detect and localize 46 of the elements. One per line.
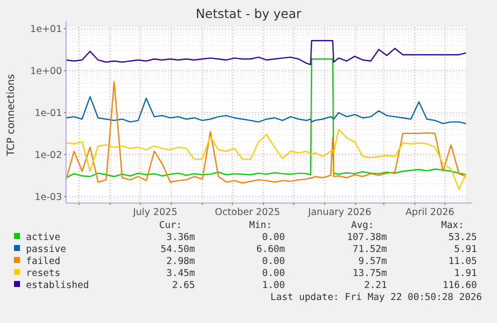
text: 54.50m — [160, 244, 196, 255]
legend-label: established — [26, 280, 89, 291]
legend-label: passive — [26, 244, 66, 255]
line-series — [65, 58, 467, 178]
x-tick-label: April 2026 — [405, 207, 454, 218]
y-tick-label: 1e+01 — [30, 24, 62, 36]
text: 53.25 — [448, 232, 477, 243]
text: 0.00 — [262, 232, 286, 243]
text: Max: — [441, 220, 464, 231]
text: 3.36m — [166, 232, 196, 243]
y-tick-label: 1e-03 — [34, 192, 62, 204]
text: 5.91 — [454, 244, 478, 255]
text: 1.91 — [454, 268, 478, 279]
y-tick-label: 1e-01 — [34, 108, 62, 120]
line-series — [65, 40, 467, 66]
y-tick-label: 1e+00 — [30, 66, 62, 78]
chart-title: Netstat - by year — [196, 6, 302, 21]
y-tick-label: 1e-02 — [34, 150, 62, 162]
text: 2.98m — [166, 256, 196, 267]
text: Last update: Fri May 22 00:50:28 2026 — [270, 292, 482, 303]
line-series — [65, 80, 467, 184]
text: 6.60m — [256, 244, 286, 255]
line-series — [65, 128, 467, 190]
line-series — [65, 96, 467, 124]
text: 13.75m — [352, 268, 388, 279]
text: 71.52m — [352, 244, 388, 255]
text: Avg: — [351, 220, 374, 231]
text: 0.00 — [262, 268, 286, 279]
text: 9.57m — [358, 256, 388, 267]
text: 11.05 — [448, 256, 477, 267]
x-tick-label: January 2026 — [307, 207, 372, 218]
text: 3.45m — [166, 268, 196, 279]
legend-label: active — [26, 232, 61, 243]
text: 116.60 — [442, 280, 478, 291]
x-tick-label: October 2025 — [214, 207, 280, 218]
text: 0.00 — [262, 256, 286, 267]
legend-label: resets — [26, 268, 60, 279]
text: 107.38m — [346, 232, 388, 243]
text: 2.65 — [172, 280, 195, 291]
text: Cur: — [159, 220, 182, 231]
text: 2.21 — [364, 280, 388, 291]
y-axis-title: TCP connections — [6, 74, 17, 158]
text: 1.00 — [262, 280, 286, 291]
text: Min: — [249, 220, 272, 231]
x-tick-label: July 2025 — [132, 207, 178, 218]
legend-label: failed — [26, 256, 60, 267]
